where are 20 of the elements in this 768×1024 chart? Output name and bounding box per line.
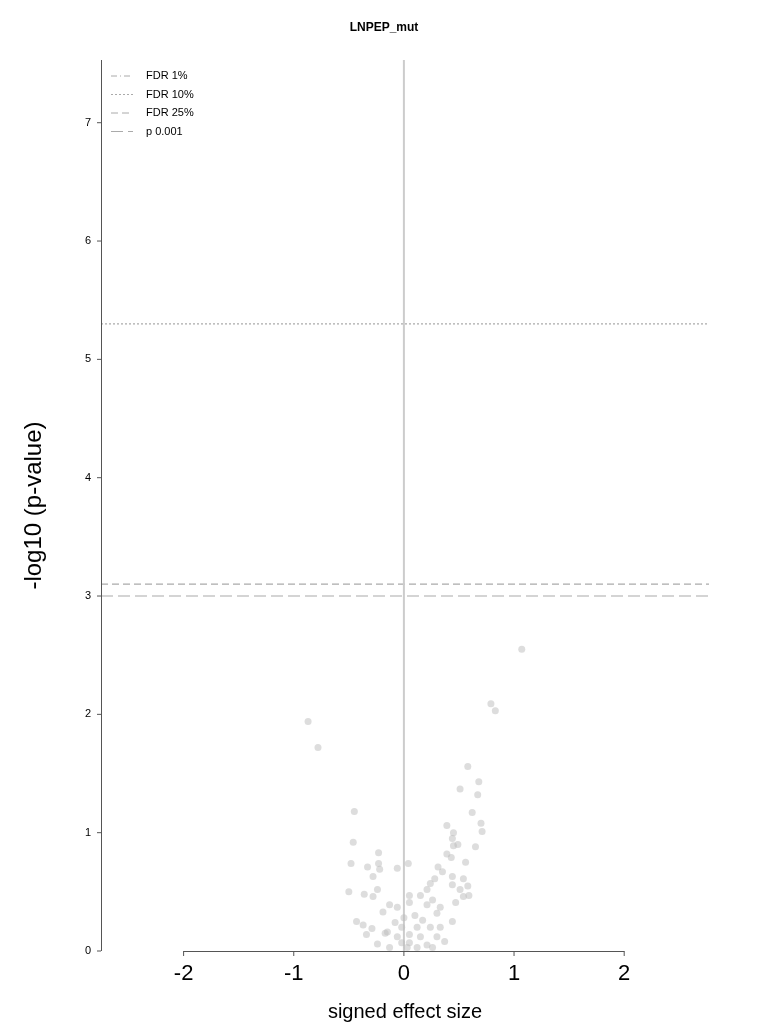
y-tick-label: 3 — [84, 589, 91, 602]
x-axis-title: signed effect size — [327, 999, 483, 1022]
y-tick-label: 4 — [84, 470, 91, 483]
legend-label: p 0.001 — [146, 124, 183, 137]
x-tick-label: -1 — [283, 960, 304, 986]
chart-title: LNPEP_mut — [348, 20, 420, 34]
y-tick-label: 1 — [84, 825, 91, 838]
x-tick-label: -2 — [173, 960, 194, 986]
y-axis-title: -log10 (p-value) — [19, 421, 47, 590]
x-tick-label: 1 — [507, 960, 521, 986]
y-tick-label: 5 — [84, 352, 91, 365]
x-tick-label: 0 — [397, 960, 411, 986]
text: FDR 1% — [146, 69, 188, 82]
y-tick-label: 6 — [84, 234, 91, 247]
y-tick-label: 7 — [84, 115, 91, 128]
y-tick-label: 2 — [84, 707, 91, 720]
legend-label: FDR 10% — [146, 87, 194, 100]
y-tick-label: 0 — [84, 944, 91, 957]
x-tick-label: 2 — [618, 960, 631, 986]
legend-label: FDR 25% — [146, 106, 194, 119]
